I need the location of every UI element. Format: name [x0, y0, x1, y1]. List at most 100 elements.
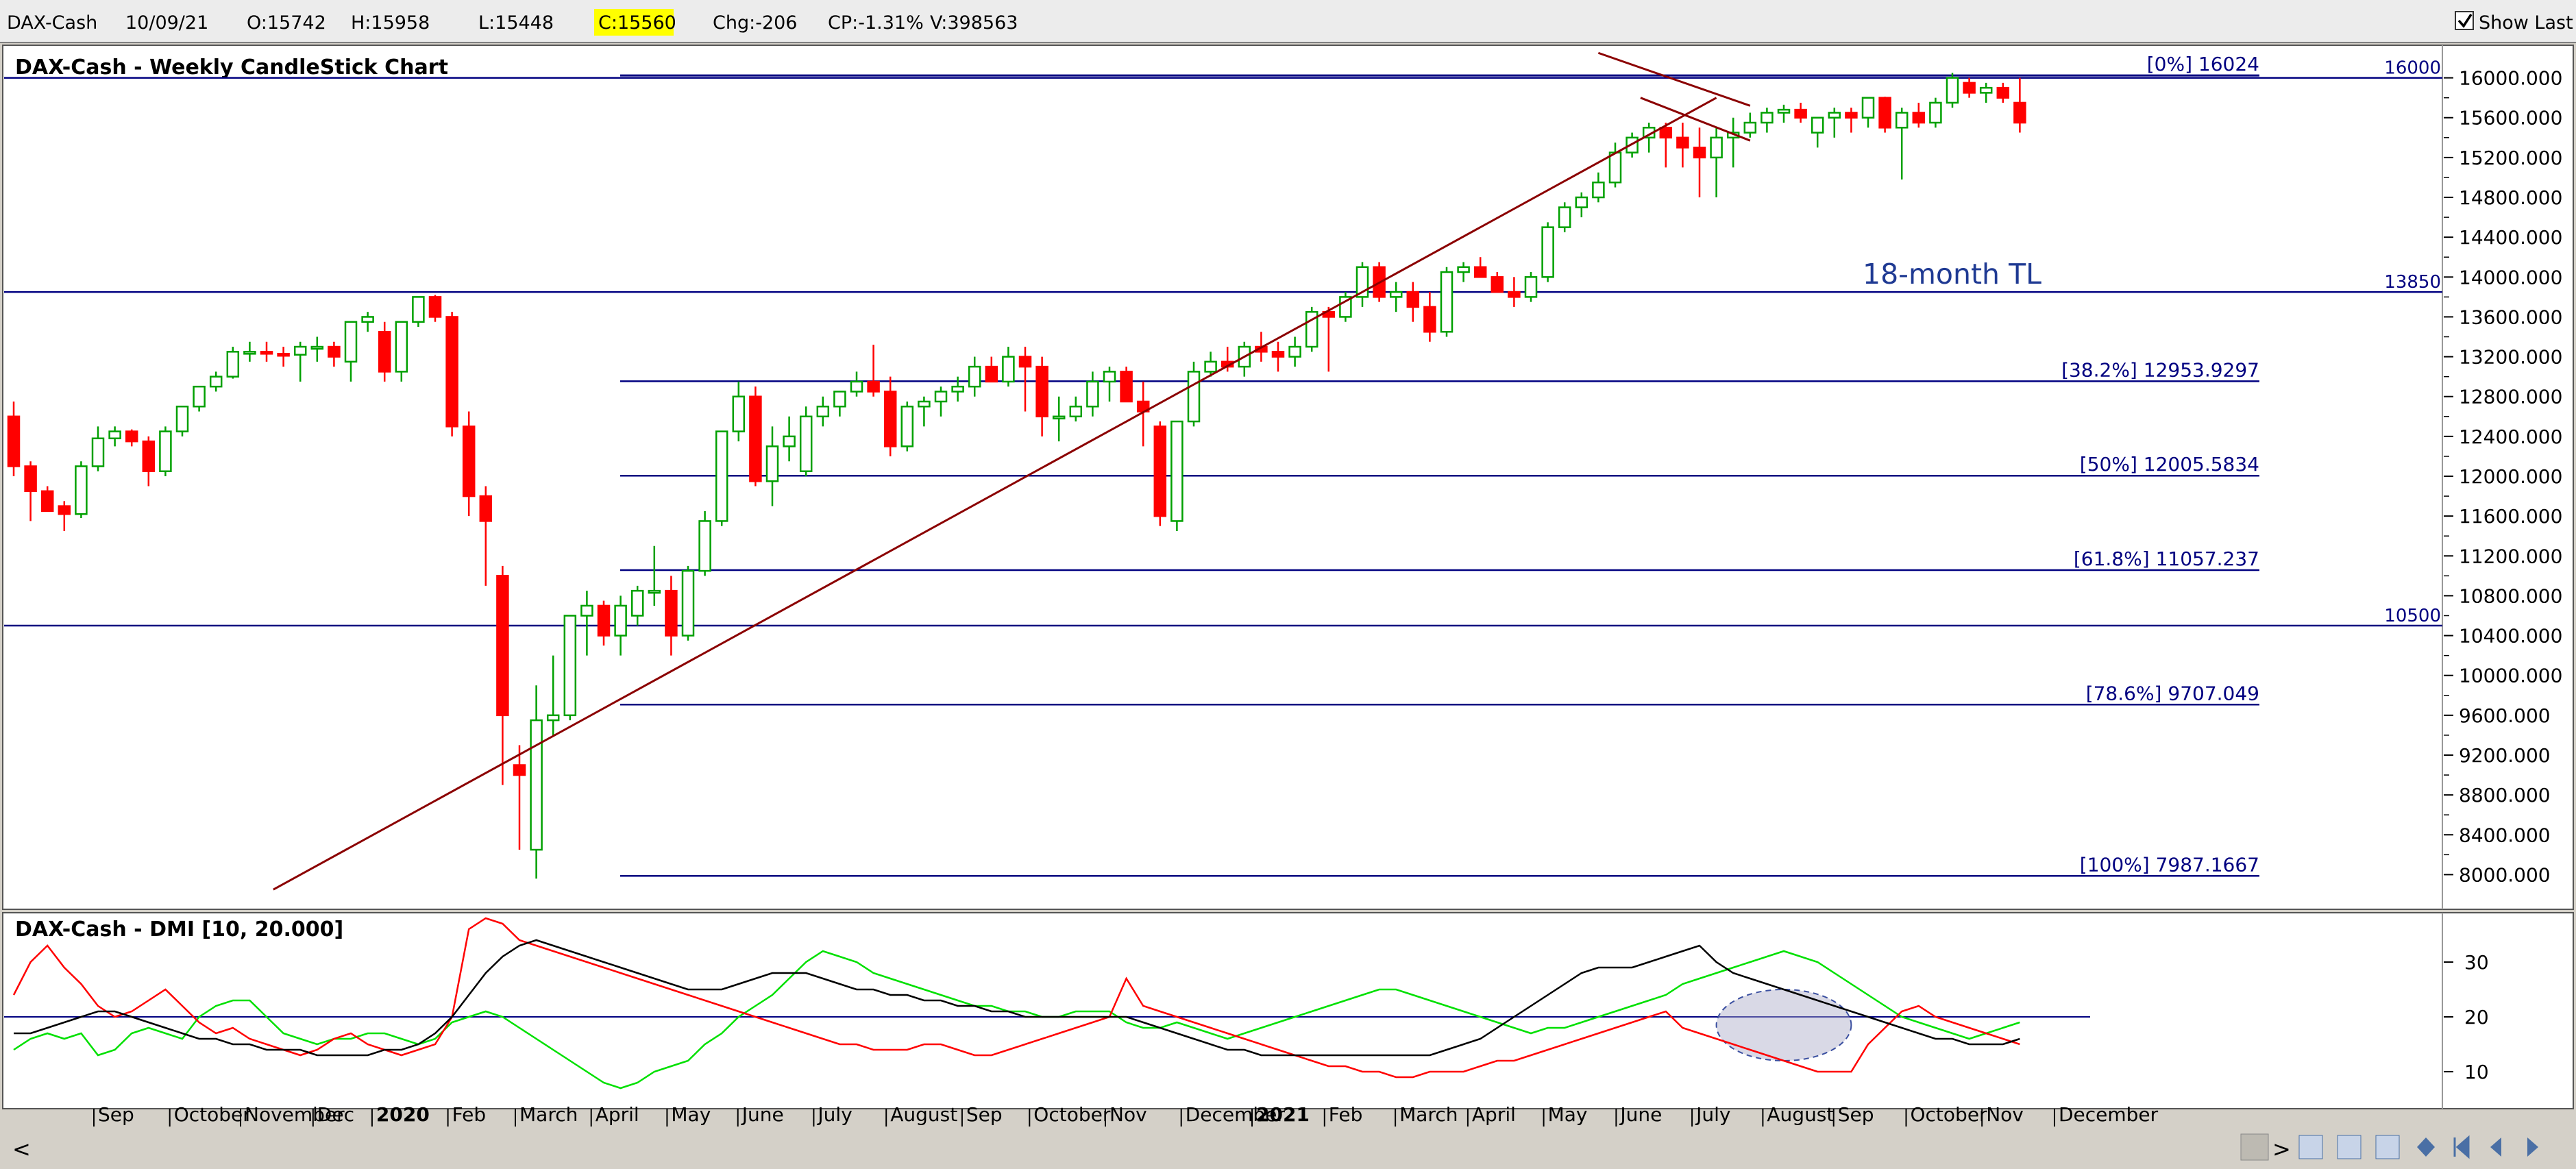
- candle-body: [175, 406, 189, 432]
- candle-body: [918, 400, 931, 408]
- candle-body: [159, 430, 172, 472]
- candle-body: [40, 490, 54, 513]
- candle: [310, 336, 324, 362]
- info-bar: [0, 0, 2576, 42]
- candle-body: [732, 395, 746, 432]
- candle: [1389, 282, 1403, 312]
- fit-icon[interactable]: [2375, 1135, 2400, 1159]
- info-change-pct: CP:-1.31%: [828, 12, 924, 34]
- candle: [1018, 347, 1032, 412]
- candle: [1912, 102, 1926, 128]
- dmi-series-line-adx: [14, 939, 2020, 1057]
- x-axis-label: December: [1186, 1103, 1286, 1126]
- previous-page-icon[interactable]: [2490, 1137, 2501, 1157]
- candle-body: [1204, 360, 1217, 373]
- candle: [209, 371, 223, 392]
- candle-body: [1406, 291, 1420, 308]
- candle-body: [108, 430, 121, 440]
- info-volume: V:398563: [930, 12, 1018, 34]
- price-panel: [2, 45, 2574, 910]
- candle: [900, 401, 914, 452]
- candle: [496, 565, 509, 785]
- price-y-tick-label: 8400.000: [2459, 824, 2551, 846]
- candle-body: [783, 435, 796, 447]
- candle-body: [1558, 206, 1571, 228]
- dmi-series-line-di_minus: [12, 917, 2020, 1079]
- candle: [1271, 341, 1285, 372]
- candle-body: [1929, 101, 1942, 124]
- candle: [614, 595, 627, 656]
- x-axis-label: August: [1767, 1103, 1834, 1126]
- candle-body: [445, 316, 458, 428]
- candle-body: [7, 415, 21, 467]
- candle: [1002, 347, 1015, 387]
- candle: [1440, 267, 1453, 337]
- candle-body: [1288, 345, 1301, 358]
- zoom-out-icon[interactable]: [2337, 1135, 2362, 1159]
- show-last-checkbox[interactable]: Show Last: [2455, 11, 2573, 34]
- candle: [1761, 108, 1774, 133]
- candle: [1575, 192, 1588, 218]
- candle: [7, 401, 21, 476]
- candle-body: [1777, 108, 1791, 114]
- candle: [1878, 97, 1891, 133]
- candle-body: [1878, 97, 1891, 129]
- candle: [1491, 272, 1504, 293]
- first-page-icon[interactable]: [2453, 1135, 2470, 1159]
- next-page-icon[interactable]: [2527, 1137, 2538, 1157]
- candle: [1406, 282, 1420, 322]
- candle-body: [1018, 356, 1032, 368]
- triangle-lower-line: [1640, 97, 1751, 142]
- triangle-upper-line: [1597, 51, 1751, 107]
- candle: [462, 411, 476, 517]
- candle: [951, 376, 964, 402]
- price-y-tick-label: 8000.000: [2459, 863, 2551, 886]
- candle-body: [648, 589, 661, 594]
- scroll-both-icon[interactable]: [2417, 1137, 2435, 1157]
- candle-body: [883, 391, 897, 447]
- candle-body: [328, 345, 341, 358]
- candle: [1929, 97, 1942, 128]
- candle: [412, 296, 425, 327]
- price-y-tick-label: 14800.000: [2459, 186, 2562, 209]
- candle-body: [665, 589, 678, 637]
- scroll-left-button[interactable]: <: [12, 1136, 31, 1162]
- close-highlight: [594, 9, 674, 36]
- dmi-panel: [2, 912, 2574, 1109]
- candle: [293, 341, 307, 382]
- scroll-thumb[interactable]: [2240, 1133, 2269, 1161]
- candle: [1457, 262, 1470, 282]
- info-high: H:15958: [351, 12, 430, 34]
- x-axis-label: July: [1695, 1103, 1730, 1126]
- candle-body: [1052, 415, 1066, 420]
- candle: [1103, 367, 1116, 402]
- candle-body: [1979, 86, 1993, 94]
- x-axis-label: June: [741, 1103, 784, 1126]
- horizontal-level-label: 16000: [2384, 58, 2441, 79]
- candle: [1592, 172, 1605, 203]
- candle-body: [580, 604, 593, 617]
- scrollbar[interactable]: [3, 1129, 2573, 1166]
- info-close: C:15560: [598, 12, 676, 34]
- candle-body: [1389, 291, 1403, 298]
- candle: [1608, 143, 1622, 188]
- scroll-right-button[interactable]: >: [2272, 1136, 2291, 1162]
- candle: [479, 486, 493, 586]
- candle-body: [1575, 196, 1588, 208]
- candle: [328, 341, 341, 367]
- candle-body: [630, 589, 644, 617]
- candle: [883, 376, 897, 456]
- candle-body: [1845, 112, 1858, 119]
- zoom-in-icon[interactable]: [2298, 1135, 2323, 1159]
- candle: [108, 426, 121, 447]
- candle-body: [951, 385, 964, 393]
- candle-body: [24, 465, 37, 493]
- candle: [1777, 104, 1791, 123]
- candle-body: [1659, 127, 1673, 139]
- candle-body: [412, 296, 425, 323]
- candle-body: [125, 430, 138, 443]
- candle-body: [1676, 136, 1689, 149]
- candle-body: [749, 395, 762, 482]
